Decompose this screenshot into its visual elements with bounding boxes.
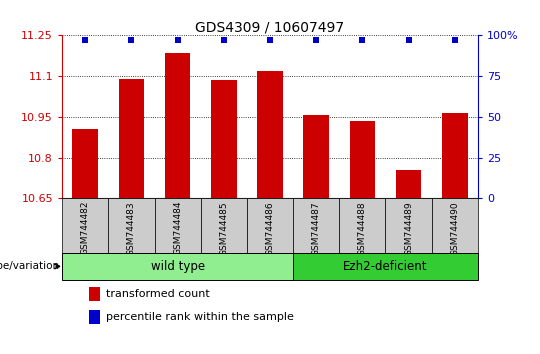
Text: GSM744483: GSM744483 [127,201,136,256]
Text: GSM744488: GSM744488 [358,201,367,256]
Point [266,38,274,43]
Bar [350,121,375,198]
Bar [154,198,201,253]
Bar [89,310,100,324]
Text: GSM744482: GSM744482 [80,201,90,256]
Bar [119,79,144,198]
Bar [89,287,100,301]
Bar [257,71,283,198]
Bar [386,198,431,253]
Point [81,38,90,43]
Text: wild type: wild type [151,260,205,273]
Bar [442,113,468,198]
Bar [72,129,98,198]
Bar [62,253,293,280]
Point [219,38,228,43]
Text: GSM744487: GSM744487 [312,201,321,256]
Bar [339,198,386,253]
Bar [247,198,293,253]
Bar [293,198,339,253]
Bar [211,80,237,198]
Text: transformed count: transformed count [106,289,210,299]
Text: GSM744484: GSM744484 [173,201,182,256]
Point [358,38,367,43]
Text: percentile rank within the sample: percentile rank within the sample [106,312,294,322]
Bar [109,198,154,253]
Bar [201,198,247,253]
Point [404,38,413,43]
Point [127,38,136,43]
Bar [165,53,190,198]
Text: GSM744486: GSM744486 [266,201,274,256]
Bar [62,198,109,253]
Bar [431,198,478,253]
Title: GDS4309 / 10607497: GDS4309 / 10607497 [195,20,345,34]
Text: GSM744485: GSM744485 [219,201,228,256]
Text: Ezh2-deficient: Ezh2-deficient [343,260,428,273]
Bar [293,253,478,280]
Bar [303,115,329,198]
Text: GSM744489: GSM744489 [404,201,413,256]
Text: genotype/variation: genotype/variation [0,261,59,272]
Bar [396,170,421,198]
Point [450,38,459,43]
Point [173,38,182,43]
Text: GSM744490: GSM744490 [450,201,460,256]
Point [312,38,321,43]
